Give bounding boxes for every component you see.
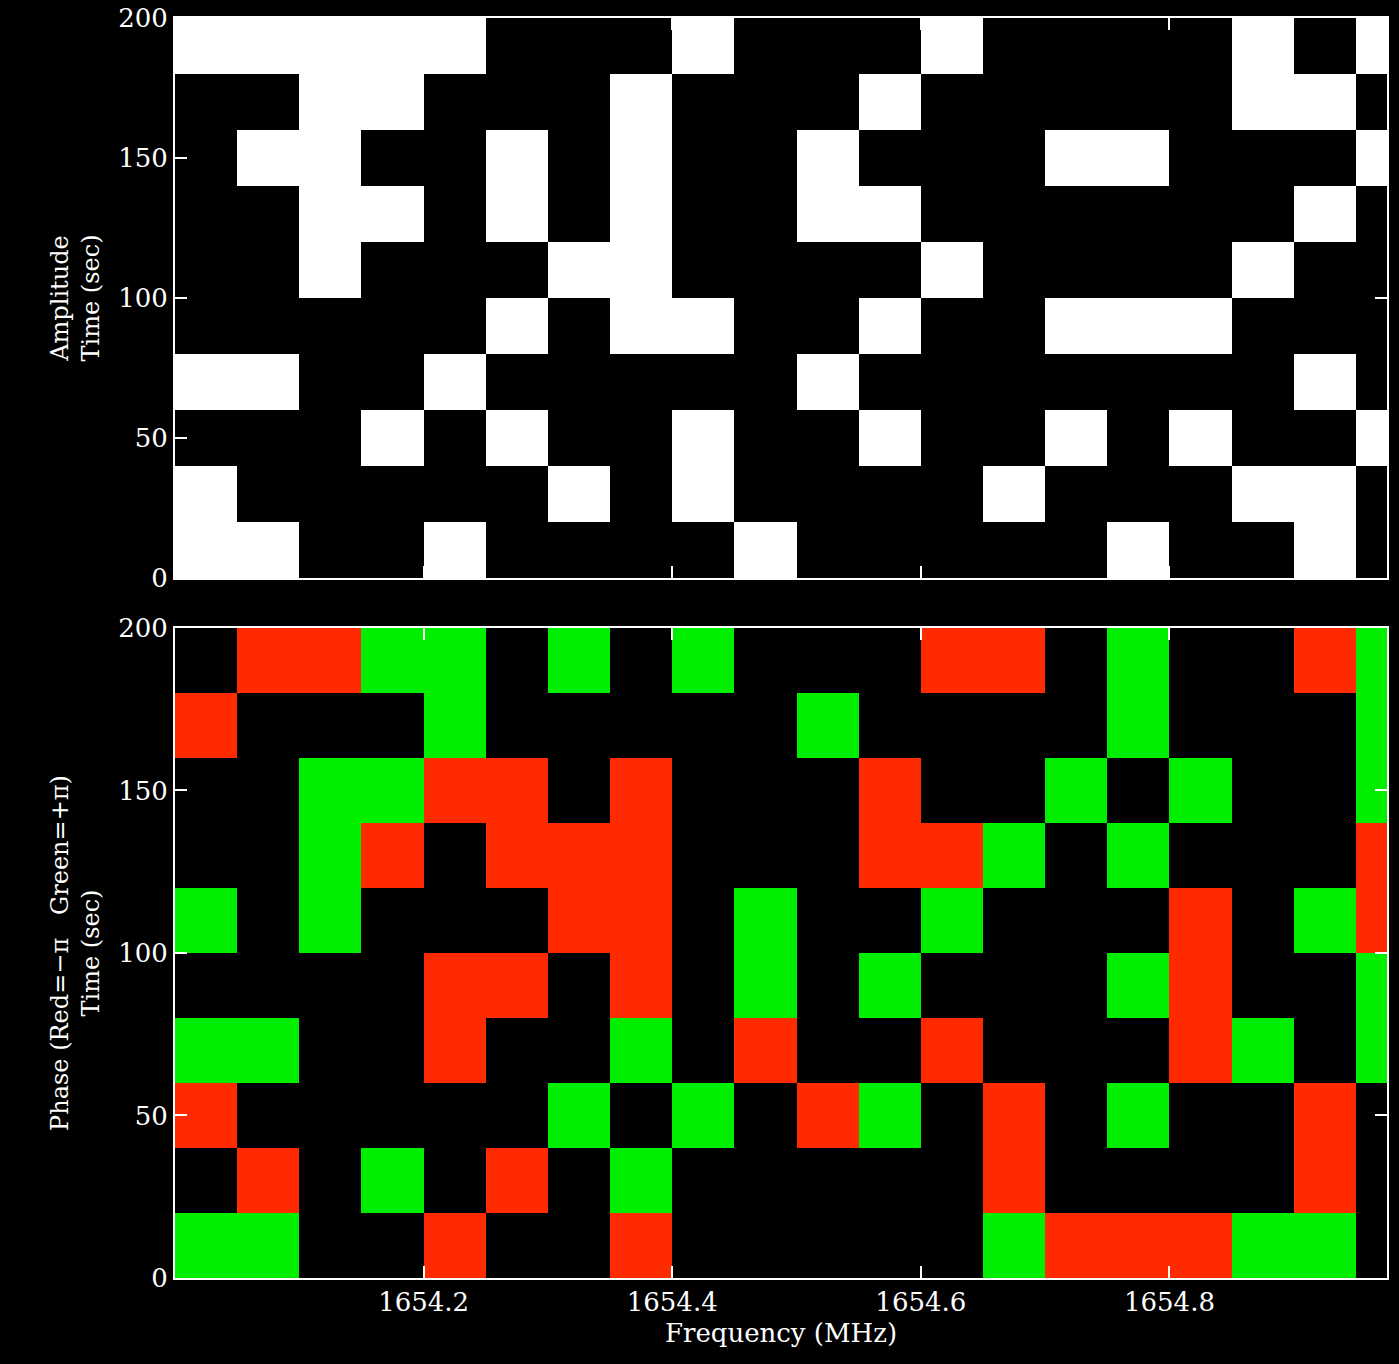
svg-text:1654.4: 1654.4 xyxy=(627,1287,718,1317)
svg-text:200: 200 xyxy=(118,3,168,33)
svg-text:150: 150 xyxy=(118,143,168,173)
svg-text:Phase (Red=−π Green=+π)Time: Phase (Red=−π Green=+π)Time (sec) xyxy=(46,775,105,1131)
svg-text:AmplitudeTime (sec): AmplitudeTime (sec) xyxy=(46,234,105,361)
svg-text:200: 200 xyxy=(118,613,168,643)
svg-text:100: 100 xyxy=(118,283,168,313)
svg-text:100: 100 xyxy=(118,938,168,968)
svg-text:0: 0 xyxy=(151,563,168,593)
svg-text:50: 50 xyxy=(135,1101,168,1131)
svg-text:0: 0 xyxy=(151,1263,168,1293)
svg-text:Frequency (MHz): Frequency (MHz) xyxy=(665,1318,897,1348)
svg-text:1654.8: 1654.8 xyxy=(1124,1287,1215,1317)
svg-text:50: 50 xyxy=(135,423,168,453)
svg-text:150: 150 xyxy=(118,776,168,806)
svg-text:1654.6: 1654.6 xyxy=(875,1287,966,1317)
svg-text:1654.2: 1654.2 xyxy=(378,1287,469,1317)
